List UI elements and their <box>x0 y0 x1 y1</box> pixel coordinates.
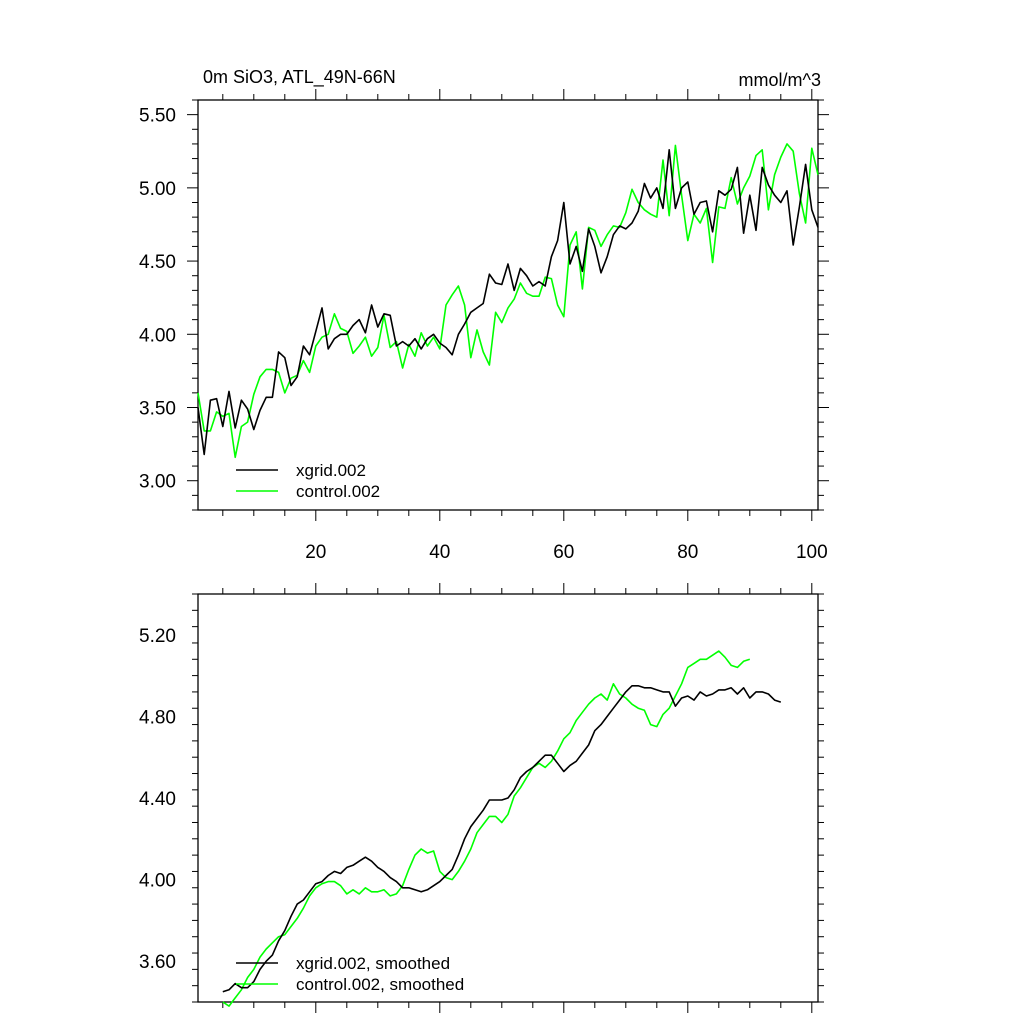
y-tick-label: 4.50 <box>139 252 176 273</box>
plot-frame <box>197 593 819 1003</box>
legend: xgrid.002 control.002 <box>236 461 380 501</box>
legend-label-control-002: control.002 <box>296 482 380 501</box>
tick-marks <box>192 583 824 1013</box>
y-tick-label: 3.00 <box>139 472 176 493</box>
y-tick-label: 5.50 <box>139 106 176 127</box>
series-line-xgrid-002 <box>197 149 819 456</box>
tick-marks <box>187 89 829 521</box>
legend-label-xgrid-002-smoothed: xgrid.002, smoothed <box>296 954 450 973</box>
y-tick-label: 4.00 <box>139 325 176 346</box>
x-tick-label: 60 <box>553 542 574 563</box>
legend: xgrid.002, smoothed control.002, smoothed <box>236 954 464 994</box>
x-axis-tick-labels: 20 40 60 80 100 <box>305 542 827 563</box>
y-tick-label: 3.50 <box>139 399 176 420</box>
series-line-control-002-smoothed <box>222 650 751 1007</box>
series-lines <box>222 650 782 1007</box>
chart-panel-top: 0m SiO3, ATL_49N-66N mmol/m^3 3.00 3.50 4.… <box>139 67 829 563</box>
series-line-xgrid-002-smoothed <box>222 684 782 993</box>
units-label: mmol/m^3 <box>739 70 821 90</box>
y-tick-label: 4.40 <box>139 789 176 810</box>
x-tick-label: 100 <box>796 542 828 563</box>
chart-panel-bottom: 3.60 4.00 4.40 4.80 5.20 xgrid.002, smoothed… <box>139 583 824 1013</box>
plot-frame <box>197 99 819 511</box>
x-tick-label: 80 <box>677 542 698 563</box>
x-tick-label: 40 <box>429 542 450 563</box>
series-line-control-002 <box>197 143 819 459</box>
series-lines <box>197 143 819 459</box>
chart-title: 0m SiO3, ATL_49N-66N <box>203 67 396 88</box>
y-tick-label: 3.60 <box>139 952 176 973</box>
y-tick-label: 5.20 <box>139 626 176 647</box>
y-tick-label: 5.00 <box>139 179 176 200</box>
y-tick-label: 4.00 <box>139 871 176 892</box>
y-axis-tick-labels: 3.60 4.00 4.40 4.80 5.20 <box>139 626 176 973</box>
legend-label-control-002-smoothed: control.002, smoothed <box>296 975 464 994</box>
legend-label-xgrid-002: xgrid.002 <box>296 461 366 480</box>
y-axis-tick-labels: 3.00 3.50 4.00 4.50 5.00 5.50 <box>139 106 176 493</box>
y-tick-label: 4.80 <box>139 707 176 728</box>
x-tick-label: 20 <box>305 542 326 563</box>
